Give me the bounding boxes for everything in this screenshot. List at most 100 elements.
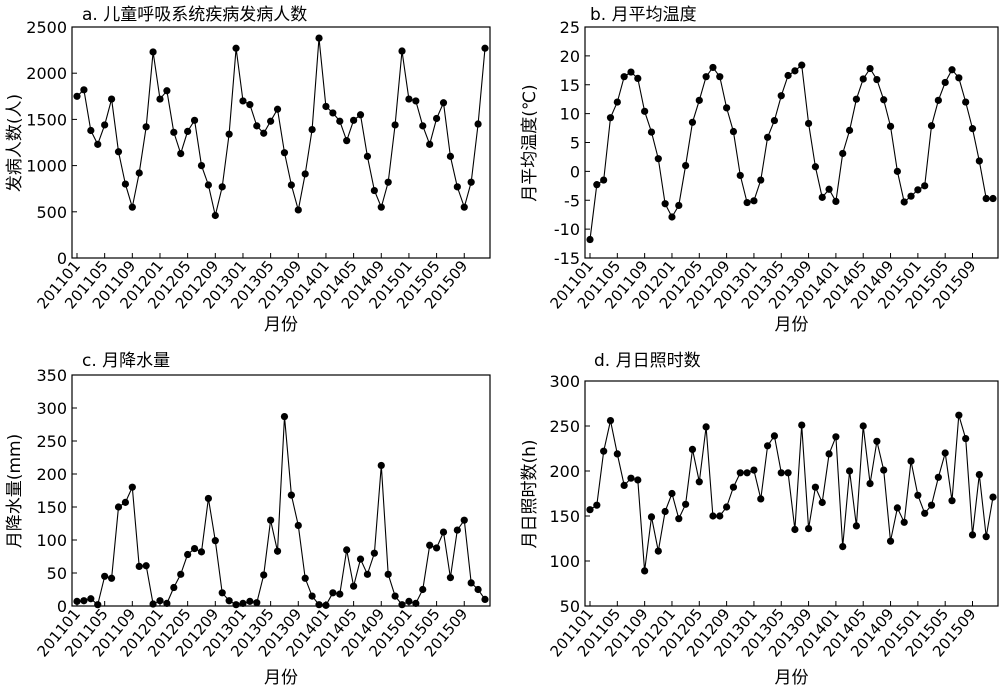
data-point (197, 162, 206, 170)
data-point (107, 95, 116, 103)
data-point (128, 203, 136, 211)
y-tick-label: 100 (549, 552, 580, 571)
data-point (170, 128, 178, 136)
data-point (688, 445, 697, 453)
data-point (832, 197, 840, 206)
data-point (736, 469, 744, 477)
data-point (921, 182, 929, 190)
data-point (682, 500, 690, 508)
data-point (593, 501, 601, 509)
data-point (606, 417, 615, 425)
data-point (975, 471, 983, 479)
data-point (873, 437, 881, 445)
plot-frame (71, 374, 491, 607)
data-point (287, 181, 295, 189)
data-point (702, 73, 710, 81)
data-point (391, 121, 399, 129)
y-tick-label: 350 (36, 366, 67, 385)
y-tick-label: 500 (36, 203, 67, 222)
data-point (723, 104, 731, 112)
data-point (695, 96, 703, 104)
data-point (177, 570, 185, 578)
data-point (948, 497, 956, 505)
series-line (76, 38, 486, 216)
data-point (197, 548, 206, 556)
data-point (149, 600, 157, 608)
data-point (453, 183, 461, 191)
data-point (446, 574, 455, 582)
chart-title: b. 月平均温度 (590, 5, 697, 25)
y-axis-label: 发病人数(人) (5, 94, 25, 192)
data-point (852, 95, 860, 103)
data-point (770, 432, 779, 440)
data-point (716, 512, 724, 520)
data-point (845, 467, 854, 475)
data-point (135, 169, 143, 177)
data-point (343, 137, 351, 145)
y-tick-label: 50 (47, 564, 67, 583)
data-point (743, 469, 751, 477)
y-tick-label: 50 (560, 597, 580, 616)
data-point (218, 183, 226, 191)
data-point (419, 122, 427, 130)
data-point (301, 170, 309, 178)
data-point (893, 167, 901, 175)
data-point (481, 595, 489, 604)
data-point (329, 109, 337, 117)
data-point (975, 157, 983, 165)
data-point (287, 491, 295, 499)
data-point (384, 178, 392, 186)
data-point (784, 71, 792, 80)
data-point (818, 193, 826, 201)
data-point (460, 203, 468, 211)
data-point (750, 197, 758, 205)
data-point (135, 562, 143, 571)
data-point (218, 589, 226, 597)
data-point (606, 114, 615, 122)
data-point (832, 433, 840, 441)
data-point (647, 128, 656, 136)
data-point (190, 544, 199, 553)
y-axis-label: 月平均温度(℃) (520, 84, 540, 201)
data-point (232, 601, 240, 609)
y-tick-label: -15 (554, 249, 580, 268)
data-point (811, 483, 820, 491)
data-point (927, 501, 936, 509)
data-point (267, 117, 275, 125)
data-point (641, 567, 649, 575)
data-point (962, 98, 970, 106)
data-point (184, 127, 192, 136)
data-point (675, 201, 683, 210)
data-point (301, 574, 309, 582)
data-point (880, 466, 888, 474)
data-point (467, 178, 475, 186)
data-point (866, 480, 874, 488)
data-point (695, 478, 703, 486)
plot-frame (584, 26, 999, 259)
data-point (343, 546, 351, 554)
data-point (73, 92, 81, 100)
data-point (682, 162, 690, 170)
data-point (839, 149, 847, 158)
data-point (94, 140, 102, 148)
data-point (336, 117, 344, 125)
data-point (474, 120, 482, 128)
data-point (419, 585, 427, 594)
data-point (294, 521, 302, 530)
data-point (825, 185, 833, 193)
plot-frame (71, 26, 491, 259)
data-point (634, 74, 642, 82)
data-point (818, 498, 826, 507)
data-point (757, 176, 765, 184)
data-point (654, 547, 662, 555)
data-point (825, 450, 833, 458)
data-point (955, 411, 963, 419)
data-point (934, 96, 942, 104)
data-point (239, 97, 247, 105)
data-point (446, 152, 455, 160)
data-point (852, 522, 860, 530)
data-point (804, 119, 813, 128)
y-tick-label: 1500 (26, 110, 67, 129)
data-point (593, 181, 601, 189)
data-point (709, 512, 717, 520)
